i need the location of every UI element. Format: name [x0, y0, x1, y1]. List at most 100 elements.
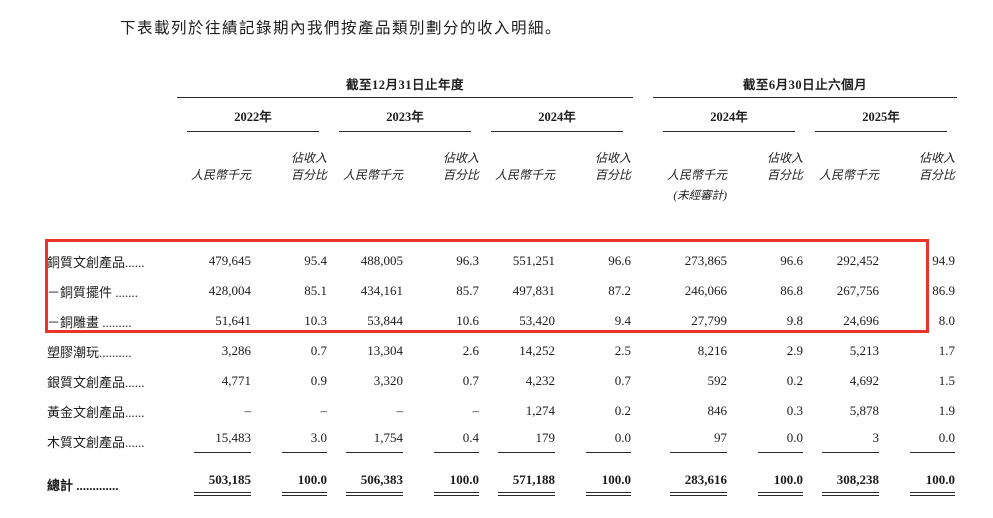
label-column-spacer [47, 132, 177, 184]
cell-percent: – [405, 396, 481, 426]
cell-value: 3 [822, 430, 879, 453]
cell-value: 551,251 [512, 253, 555, 268]
cell-percent: – [253, 396, 329, 426]
subheader-amount-2025-interim: 人民幣千元 [818, 168, 879, 182]
cell-percent: 3.0 [253, 426, 329, 456]
cell-amount: 1,754 [329, 426, 405, 456]
cell-value: 97 [670, 430, 727, 453]
cell-value: 434,161 [360, 283, 403, 298]
cell-value: 8.0 [938, 313, 955, 328]
cell-value: 0.4 [434, 430, 479, 453]
cell-value: 0.7 [462, 373, 479, 388]
cell-amount: 53,420 [481, 306, 557, 336]
cell-percent: 100.0 [253, 456, 329, 503]
year-header-row: 2022年 2023年 2024年 2024年 2025年 [47, 98, 957, 132]
cell-amount: 3,320 [329, 366, 405, 396]
table-row: 銅質文創產品...... 479,645 95.4 488,005 96.3 551,25… [47, 246, 957, 276]
cell-percent: 96.6 [557, 246, 633, 276]
group-header-annual-label: 截至12月31日止年度 [177, 74, 633, 98]
cell-percent: 96.6 [729, 246, 805, 276]
column-gap [633, 336, 653, 366]
subheader-amount-2024: 人民幣千元 [494, 168, 555, 182]
cell-amount: 246,066 [653, 276, 729, 306]
cell-percent: 86.9 [881, 276, 957, 306]
cell-percent: 0.0 [881, 426, 957, 456]
table-row: 銀質文創產品...... 4,771 0.9 3,320 0.7 4,232 0.7 592 0… [47, 366, 957, 396]
column-gap [633, 276, 653, 306]
cell-value: 2.5 [614, 343, 631, 358]
cell-amount: 51,641 [177, 306, 253, 336]
row-label: 黃金文創產品...... [47, 404, 145, 420]
cell-value: 96.6 [780, 253, 803, 268]
column-gap [633, 306, 653, 336]
cell-value: 13,304 [367, 343, 403, 358]
cell-value: – [396, 403, 404, 418]
cell-value: 27,799 [691, 313, 727, 328]
cell-amount: 479,645 [177, 246, 253, 276]
cell-value: 95.4 [304, 253, 327, 268]
column-gap [633, 456, 653, 503]
cell-amount: 434,161 [329, 276, 405, 306]
cell-value: 2.9 [786, 343, 803, 358]
cell-amount: 273,865 [653, 246, 729, 276]
row-label: 木質文創產品...... [47, 434, 145, 450]
cell-value: 592 [707, 373, 728, 388]
cell-percent: 0.0 [729, 426, 805, 456]
cell-amount: 503,185 [177, 456, 253, 503]
cell-amount: 571,188 [481, 456, 557, 503]
table-row: －銅雕畫 ......... 51,641 10.3 53,844 10.6 53,420… [47, 306, 957, 336]
period-group-header-row: 截至12月31日止年度 截至6月30日止六個月 [47, 74, 957, 98]
cell-value: – [472, 403, 480, 418]
column-gap [633, 98, 653, 132]
cell-percent: 0.2 [557, 396, 633, 426]
column-gap [633, 366, 653, 396]
cell-value: 1,274 [525, 403, 555, 418]
cell-percent: 0.9 [253, 366, 329, 396]
cell-amount: 551,251 [481, 246, 557, 276]
cell-percent: 1.9 [881, 396, 957, 426]
unaudited-note: (未經審計) [673, 190, 727, 202]
cell-amount: 1,274 [481, 396, 557, 426]
subheader-pct-2025-interim: 佔收入 百分比 [918, 151, 955, 182]
cell-value: 0.0 [910, 430, 955, 453]
cell-value: 15,483 [194, 430, 251, 453]
cell-amount: 3 [805, 426, 881, 456]
cell-value: 86.8 [780, 283, 803, 298]
revenue-by-product-table: 截至12月31日止年度 截至6月30日止六個月 2022年 2023年 2024… [47, 74, 957, 503]
cell-value: 479,645 [208, 253, 251, 268]
cell-amount: 4,232 [481, 366, 557, 396]
cell-value: 0.7 [614, 373, 631, 388]
cell-value: 3,286 [221, 343, 251, 358]
cell-value: 10.3 [304, 313, 327, 328]
cell-percent: 96.3 [405, 246, 481, 276]
cell-value: 246,066 [684, 283, 727, 298]
cell-percent: 95.4 [253, 246, 329, 276]
cell-value: 9.4 [614, 313, 631, 328]
cell-percent: 0.7 [557, 366, 633, 396]
cell-value: 488,005 [360, 253, 403, 268]
cell-percent: 87.2 [557, 276, 633, 306]
cell-value: 0.7 [310, 343, 327, 358]
row-label: 銀質文創產品...... [47, 374, 145, 390]
table-row: 黃金文創產品...... – – – – 1,274 0.2 846 0.3 5,878 1.9 [47, 396, 957, 426]
cell-amount: – [329, 396, 405, 426]
cell-value: 100.0 [586, 472, 631, 496]
cell-value: 0.0 [758, 430, 803, 453]
cell-value: 5,213 [849, 343, 879, 358]
subheader-amount-2024-interim: 人民幣千元 (未經審計) [666, 168, 727, 202]
cell-value: 0.2 [614, 403, 631, 418]
cell-value: 1.9 [938, 403, 955, 418]
cell-value: 96.3 [456, 253, 479, 268]
cell-percent: 2.5 [557, 336, 633, 366]
cell-value: 3,320 [373, 373, 403, 388]
label-column-spacer [47, 98, 177, 132]
cell-value: 100.0 [910, 472, 955, 496]
cell-percent: 100.0 [729, 456, 805, 503]
cell-amount: 53,844 [329, 306, 405, 336]
cell-value: 24,696 [843, 313, 879, 328]
cell-percent: 100.0 [881, 456, 957, 503]
cell-percent: 1.7 [881, 336, 957, 366]
cell-value: 14,252 [519, 343, 555, 358]
cell-amount: 497,831 [481, 276, 557, 306]
cell-value: – [244, 403, 252, 418]
